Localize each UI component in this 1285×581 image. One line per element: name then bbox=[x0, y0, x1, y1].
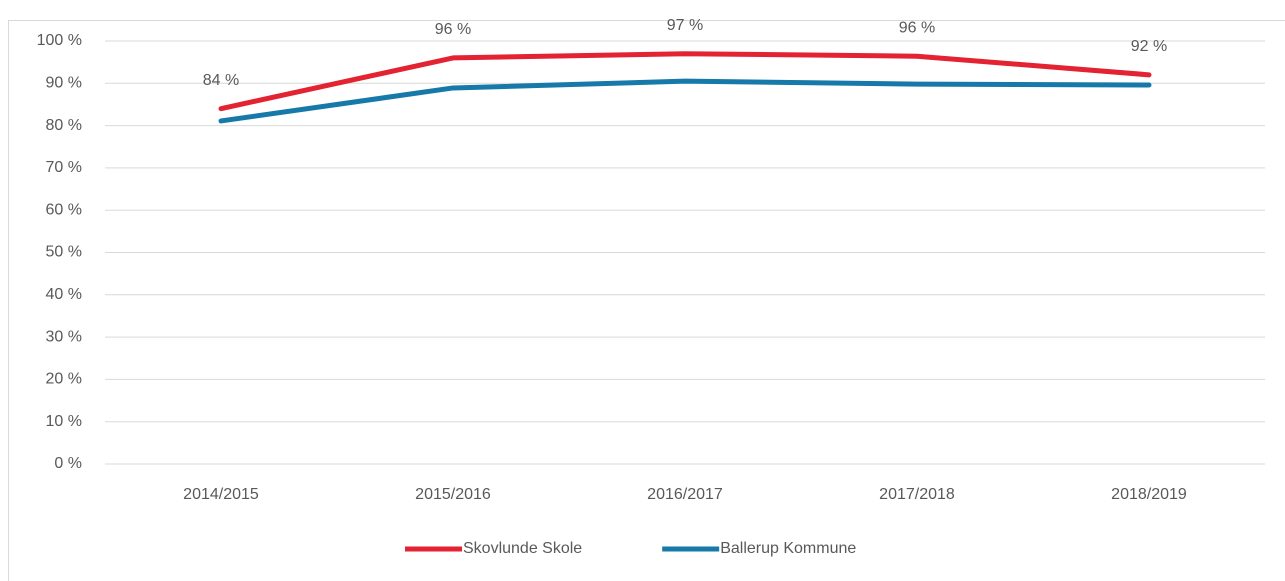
y-tick-label: 30 % bbox=[46, 328, 82, 345]
y-tick-label: 70 % bbox=[46, 159, 82, 176]
legend-label: Ballerup Kommune bbox=[720, 540, 856, 557]
x-tick-label: 2016/2017 bbox=[647, 486, 723, 503]
y-tick-label: 90 % bbox=[46, 75, 82, 92]
data-label: 96 % bbox=[899, 19, 935, 36]
x-tick-label: 2014/2015 bbox=[183, 486, 259, 503]
data-label: 97 % bbox=[667, 17, 703, 34]
y-tick-label: 0 % bbox=[54, 455, 82, 472]
series-line bbox=[218, 78, 1152, 124]
x-tick-label: 2015/2016 bbox=[415, 486, 491, 503]
data-label: 84 % bbox=[203, 72, 239, 89]
data-label: 96 % bbox=[435, 21, 471, 38]
series-line bbox=[218, 51, 1152, 112]
y-tick-label: 80 % bbox=[46, 117, 82, 134]
y-tick-label: 40 % bbox=[46, 286, 82, 303]
y-tick-label: 100 % bbox=[37, 32, 82, 49]
y-tick-label: 60 % bbox=[46, 201, 82, 218]
x-tick-label: 2017/2018 bbox=[879, 486, 955, 503]
x-tick-label: 2018/2019 bbox=[1111, 486, 1187, 503]
legend-label: Skovlunde Skole bbox=[463, 540, 582, 557]
y-tick-label: 10 % bbox=[46, 413, 82, 430]
chart-frame bbox=[8, 20, 1285, 581]
data-label: 92 % bbox=[1131, 38, 1167, 55]
y-tick-label: 20 % bbox=[46, 371, 82, 388]
y-tick-label: 50 % bbox=[46, 244, 82, 261]
